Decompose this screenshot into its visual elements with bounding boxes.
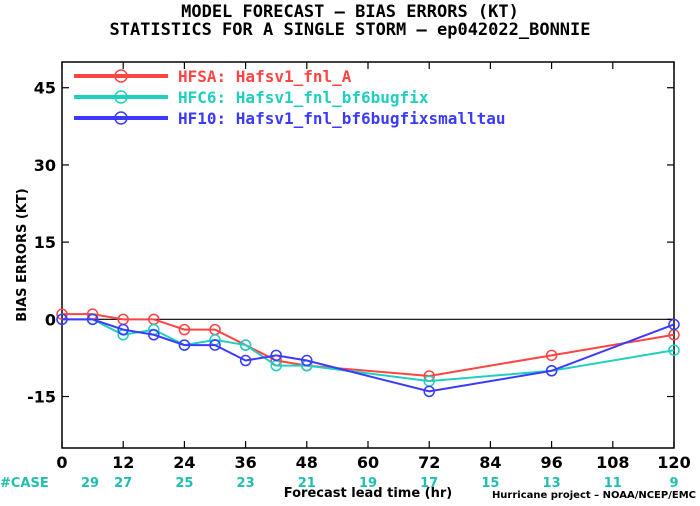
y-tick-label: 45 [34,79,56,98]
case-count: 19 [359,476,377,491]
x-tick-label: 84 [479,453,501,472]
data-point [148,329,160,341]
x-tick-label: 12 [112,453,134,472]
legend-entry: HFSA: Hafsv1_fnl_A [178,67,352,86]
y-axis-label: BIAS ERRORS (KT) [15,188,30,321]
series-line-0 [62,313,675,377]
chart-title-line2: STATISTICS FOR A SINGLE STORM – ep042022… [109,20,591,40]
legend-entry: HF10: Hafsv1_fnl_bf6bugfixsmalltau [178,109,506,128]
x-axis-label: Forecast lead time (hr) [283,486,453,501]
data-point [423,385,435,398]
x-tick-label: 36 [234,453,256,472]
x-tick-label: 48 [296,453,318,472]
data-point [239,354,252,367]
credit-text: Hurricane project – NOAA/NCEP/EMC [491,490,696,501]
case-count: 23 [237,476,255,491]
data-point [56,313,68,326]
data-point [668,318,680,331]
legend-entry: HFC6: Hafsv1_fnl_bf6bugfix [178,88,429,107]
case-count: 27 [114,476,132,491]
case-count: 9 [669,476,678,491]
data-point [117,323,129,336]
case-count: 15 [481,476,499,491]
case-count: 11 [604,476,622,491]
case-count: 13 [543,476,561,491]
case-count: 17 [420,476,438,491]
x-tick-label: 108 [596,453,629,472]
x-tick-label: 72 [418,453,440,472]
data-point [209,339,221,351]
x-tick-label: 60 [357,453,379,472]
y-tick-label: 15 [34,233,56,252]
data-point [178,339,191,351]
x-tick-label: 24 [173,453,195,472]
case-label: #CASE [0,476,49,491]
data-point [270,349,282,362]
case-count: 25 [175,476,193,491]
y-tick-label: 0 [45,310,56,329]
legend-marker [114,69,128,83]
case-count: 21 [298,476,316,491]
x-tick-label: 120 [657,453,690,472]
y-tick-label: -15 [27,388,56,407]
data-point [178,323,191,336]
legend-marker [114,90,128,104]
x-tick-label: 96 [540,453,562,472]
chart-title-line1: MODEL FORECAST – BIAS ERRORS (KT) [181,2,519,22]
legend-marker [114,111,128,125]
y-tick-label: 30 [34,156,56,175]
data-point [239,339,252,351]
x-tick-label: 0 [56,453,67,472]
data-point [545,349,558,362]
data-point [545,365,558,377]
data-point [668,344,680,356]
case-count: 29 [81,476,99,491]
data-point [301,354,313,367]
data-point [86,313,99,326]
